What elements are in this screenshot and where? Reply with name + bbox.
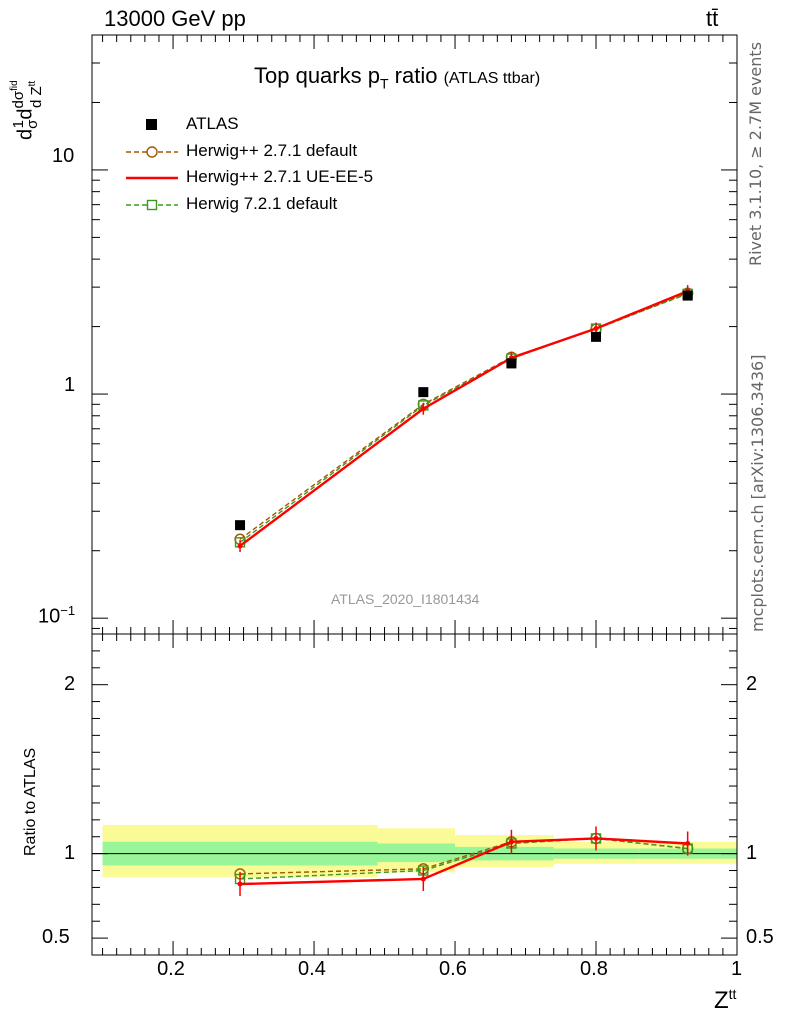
ratio-band-inner-1 <box>377 843 456 863</box>
ratio-frame <box>91 633 738 956</box>
chart-title-suffix: ratio <box>388 63 438 88</box>
mcplots-label: mcplots.cern.ch [arXiv:1306.3436] <box>748 354 767 632</box>
ylabel-d1: d <box>14 128 37 140</box>
main-point-herwig_271_ueee5 <box>237 543 243 549</box>
ratio-point-herwig_271_ueee5 <box>420 876 426 882</box>
ylabel-z: Z <box>28 86 45 96</box>
main-point-atlas <box>591 331 602 342</box>
ratio-point-herwig_271_ueee5 <box>593 835 599 841</box>
main-point-herwig_271_ueee5 <box>593 326 599 332</box>
rivet-label: Rivet 3.1.10, ≥ 2.7M events <box>746 41 765 266</box>
ylabel-d: d <box>28 99 45 109</box>
legend-marker-herwig_271_default <box>126 145 178 158</box>
main-y-tick-label-exp: −1 <box>60 603 76 618</box>
legend-symbol-atlas <box>146 119 157 130</box>
x-tick-label: 1 <box>731 958 743 980</box>
main-point-herwig_271_ueee5 <box>420 406 426 412</box>
ratio-y-tick-label: 0.5 <box>42 926 70 949</box>
legend-symbol-herwig_721_default <box>146 199 158 210</box>
ratio-y-tick-label-right: 1 <box>746 841 758 864</box>
ylabel-d2: d <box>14 108 37 120</box>
main-point-atlas <box>235 520 246 531</box>
ylabel-sigma: σ <box>24 119 41 129</box>
main-point-atlas <box>682 290 693 301</box>
ratio-y-tick-label: 2 <box>64 672 76 695</box>
x-axis-label-z: Z <box>714 987 729 1014</box>
ratio-y-tick-label-right: 2 <box>746 672 758 695</box>
chart-title-tag: (ATLAS ttbar) <box>443 70 541 87</box>
x-axis-label-tt: tt <box>728 986 737 1002</box>
main-y-axis-label: d1 σddσfid d Ztt <box>8 80 45 140</box>
main-line-herwig_271_default <box>239 292 688 540</box>
legend-symbol-herwig_271_default <box>146 145 158 158</box>
ylabel-dsigma: dσ <box>10 90 27 109</box>
main-y-tick-label-0-1: 10−1 <box>38 603 75 629</box>
analysis-label: ATLAS_2020_I1801434 <box>331 591 480 607</box>
x-tick-label: 0.8 <box>580 958 608 980</box>
ratio-y-tick-label: 1 <box>64 841 76 864</box>
legend-label-atlas: ATLAS <box>186 114 239 133</box>
ratio-point-herwig_271_ueee5 <box>237 881 243 887</box>
main-y-tick-label-base: 10 <box>38 605 61 628</box>
main-y-tick-label-1: 1 <box>64 374 76 396</box>
chart-title-sub: T <box>379 75 389 92</box>
legend-marker-herwig_271_ueee5 <box>126 176 178 180</box>
process-label: tt̄ <box>706 6 719 31</box>
ratio-point-herwig_271_ueee5 <box>685 840 691 846</box>
legend-label-herwig_271_default: Herwig++ 2.7.1 default <box>186 140 358 160</box>
ratio-y-tick-label-right: 0.5 <box>746 926 774 949</box>
main-panel <box>91 34 738 635</box>
main-y-tick-label-10: 10 <box>52 145 75 167</box>
chart-title-main: Top quarks p <box>254 63 380 88</box>
ylabel-tt: tt <box>27 80 38 87</box>
x-tick-label: 0.4 <box>298 958 326 980</box>
energy-label: 13000 GeV pp <box>104 6 246 31</box>
main-point-atlas <box>506 358 517 369</box>
legend-label-herwig_721_default: Herwig 7.2.1 default <box>186 193 338 213</box>
x-tick-label: 0.6 <box>439 958 467 980</box>
ratio-point-herwig_271_ueee5 <box>508 839 514 845</box>
ratio-y-axis-label: Ratio to ATLAS <box>22 747 39 856</box>
ylabel-fid: fid <box>9 80 20 91</box>
ratio-panel <box>91 633 738 956</box>
main-line-herwig_721_default <box>239 293 688 543</box>
legend-marker-herwig_721_default <box>126 199 178 210</box>
legend-marker-atlas <box>146 119 157 130</box>
legend-label-herwig_271_ueee5: Herwig++ 2.7.1 UE-EE-5 <box>186 167 374 186</box>
x-tick-label: 0.2 <box>157 958 185 980</box>
main-point-atlas <box>418 387 429 398</box>
main-line-herwig_271_ueee5 <box>239 289 689 547</box>
chart-title: Top quarks pT ratio (ATLAS ttbar) <box>254 63 540 91</box>
x-axis-label: Ztt <box>714 986 736 1015</box>
